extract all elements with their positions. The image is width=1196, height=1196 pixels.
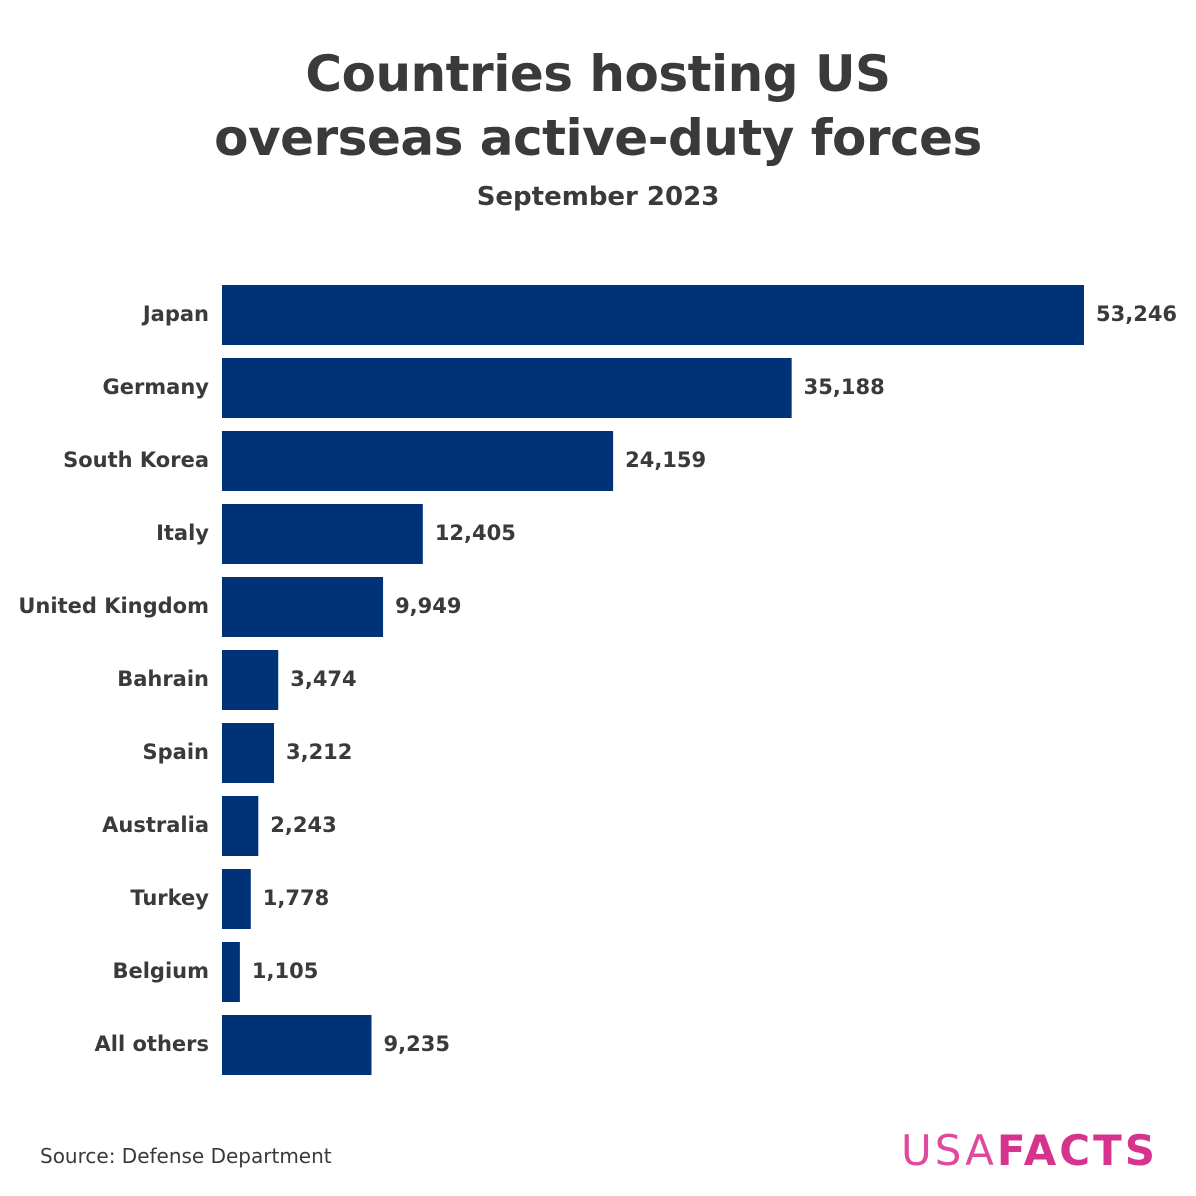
bar: [222, 1015, 372, 1075]
bar: [222, 431, 614, 491]
data-label: 3,212: [286, 740, 352, 764]
logo-text: FACTS: [996, 1126, 1158, 1175]
bar: [222, 723, 274, 783]
y-tick-label: Italy: [156, 521, 209, 545]
y-tick-label: Japan: [141, 302, 209, 326]
data-label: 12,405: [435, 521, 516, 545]
y-tick-label: United Kingdom: [18, 594, 209, 618]
chart: Japan 53,246 Germany 35,188 South Korea 24,15…: [18, 285, 1177, 1075]
data-label: 1,778: [263, 886, 329, 910]
bar: [222, 650, 279, 710]
logo: USAFACTS: [901, 1126, 1158, 1175]
bar: [222, 577, 384, 637]
y-tick-label: Turkey: [130, 886, 209, 910]
data-label: 1,105: [252, 959, 318, 983]
chart-subtitle: September 2023: [476, 182, 720, 212]
y-tick-label: Australia: [102, 813, 209, 837]
bar: [222, 942, 240, 1002]
y-tick-label: Germany: [102, 375, 209, 399]
data-label: 9,949: [395, 594, 461, 618]
y-tick-label: Belgium: [112, 959, 209, 983]
y-tick-label: Spain: [143, 740, 209, 764]
logo-text: USA: [900, 1126, 997, 1175]
data-label: 9,235: [384, 1032, 450, 1056]
data-label: 3,474: [290, 667, 356, 691]
bar: [222, 796, 259, 856]
bar: [222, 285, 1084, 345]
data-label: 24,159: [625, 448, 706, 472]
source-note: Source: Defense Department: [40, 1144, 332, 1168]
y-tick-label: All others: [95, 1032, 209, 1056]
data-label: 53,246: [1096, 302, 1177, 326]
bar: [222, 504, 423, 564]
bar: [222, 869, 251, 929]
y-tick-label: Bahrain: [117, 667, 209, 691]
data-label: 35,188: [804, 375, 885, 399]
bar: [222, 358, 792, 418]
chart-title: Countries hosting US overseas active-dut…: [214, 45, 982, 167]
data-label: 2,243: [270, 813, 336, 837]
y-tick-label: South Korea: [63, 448, 209, 472]
